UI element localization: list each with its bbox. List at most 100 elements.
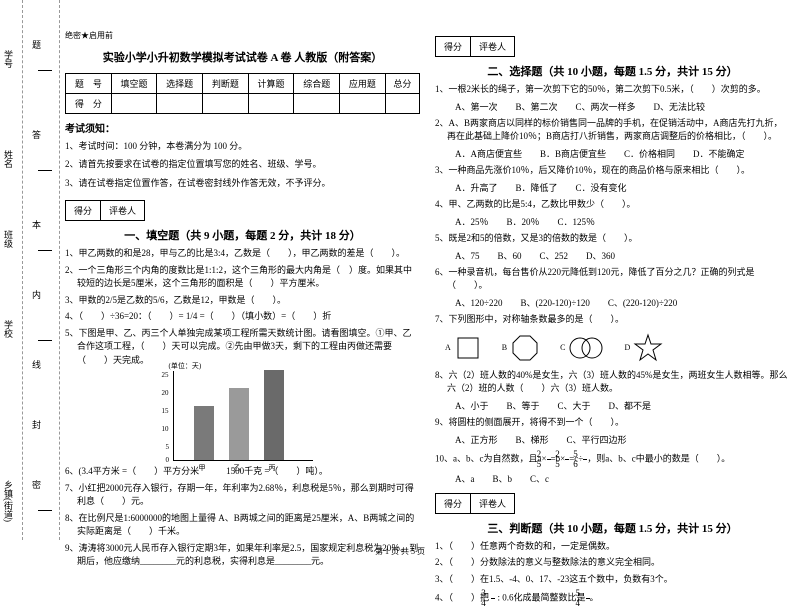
field-class: 班级 (2, 230, 15, 248)
seal-char: 密 (30, 480, 43, 489)
marker-box: 得分 评卷人 (65, 200, 145, 221)
s2q2o: A．A商店便宜些 B．B商店便宜些 C．价格相同 D．不能确定 (435, 147, 790, 161)
section2-title: 二、选择题（共 10 小题，每题 1.5 分，共计 15 分） (435, 63, 790, 79)
seal-char: 本 (30, 220, 43, 229)
s2q1: 1、一根2米长的绳子，第一次剪下它的50％，第二次剪下0.5米，（ ）次剪的多。 (435, 83, 790, 97)
bar-chart: (单位：天) 25 20 15 10 5 0 甲 乙 丙 (173, 371, 313, 461)
circles-icon (568, 335, 604, 361)
td (294, 94, 340, 114)
field-name: 姓名 (2, 150, 15, 168)
shape-c: C (560, 335, 604, 361)
shape-d: D (624, 333, 663, 363)
table-row: 题 号 填空题 选择题 判断题 计算题 综合题 应用题 总分 (66, 74, 420, 94)
marker-label: 评卷人 (471, 37, 514, 56)
seal-char: 答 (30, 130, 43, 139)
shape-a: A (445, 334, 482, 362)
field-town: 乡镇(街道) (2, 480, 15, 522)
notice-item: 2、请首先按要求在试卷的指定位置填写您的姓名、班级、学号。 (65, 157, 420, 171)
s2q9: 9、将圆柱的侧面展开，将得不到一个（ ）。 (435, 416, 790, 430)
field-school: 学校 (2, 320, 15, 338)
s2q4o: A．25％ B．20％ C．125％ (435, 215, 790, 229)
s2q10: 10、a、b、c为自然数，且a×25=b×25=c÷56，则a、b、c中最小的数… (435, 450, 790, 469)
th: 综合题 (294, 74, 340, 94)
q1: 1、甲乙两数的和是28，甲与乙的比是3:4，乙数是（ ），甲乙两数的差是（ ）。 (65, 247, 420, 261)
marker-label: 评卷人 (471, 494, 514, 513)
th: 应用题 (340, 74, 386, 94)
s2q10o: A、a B、b C、c (435, 472, 790, 486)
s2q8o: A、小于 B、等于 C、大于 D、都不是 (435, 399, 790, 413)
bar-jia (194, 406, 214, 460)
field-line (38, 70, 52, 71)
page-content: 绝密★启用前 实验小学小升初数学模拟考试试卷 A 卷 人教版（附答案） 题 号 … (65, 30, 795, 611)
chart-ylabel: (单位：天) (169, 361, 202, 371)
s2q2: 2、A、B两家商店以同样的标价销售同一品牌的手机，在促销活动中，A商店先打九折，… (435, 117, 790, 144)
seal-char: 内 (30, 290, 43, 299)
s2q8: 8、六（2）班人数的40%是女生，六（3）班人数的45%是女生，两班女生人数相等… (435, 369, 790, 396)
s2q3o: A．升高了 B．降低了 C．没有变化 (435, 181, 790, 195)
s2q3: 3、一种商品先涨价10％，后又降价10％，现在的商品价格与原来相比（ ）。 (435, 164, 790, 178)
right-column: 得分 评卷人 二、选择题（共 10 小题，每题 1.5 分，共计 15 分） 1… (435, 30, 790, 611)
seal-char: 封 (30, 420, 43, 429)
bar-bing (264, 370, 284, 460)
td (157, 94, 203, 114)
q3: 3、甲数的2/5是乙数的5/6，乙数是12，甲数是（ ）。 (65, 294, 420, 308)
score-table: 题 号 填空题 选择题 判断题 计算题 综合题 应用题 总分 得 分 (65, 73, 420, 114)
td (340, 94, 386, 114)
score-label: 得分 (436, 494, 471, 513)
s2q7: 7、下列图形中，对称轴条数最多的是（ ）。 (435, 313, 790, 327)
q2: 2、一个三角形三个内角的度数比是1:1:2，这个三角形的最大内角是（ ）度。如果… (65, 264, 420, 291)
star-icon (633, 333, 663, 363)
q5: 5、下图是甲、乙、丙三个人单独完成某项工程所需天数统计图。请看图填空。①甲、乙合… (65, 327, 420, 368)
th: 判断题 (203, 74, 249, 94)
s2q9o: A、正方形 B、梯形 C、平行四边形 (435, 433, 790, 447)
s2q5o: A、75 B、60 C、252 D、360 (435, 249, 790, 263)
score-label: 得分 (66, 201, 101, 220)
left-column: 绝密★启用前 实验小学小升初数学模拟考试试卷 A 卷 人教版（附答案） 题 号 … (65, 30, 420, 611)
marker-box: 得分 评卷人 (435, 493, 515, 514)
field-line (38, 340, 52, 341)
q4: 4、（ ）÷36=20：（ ）= 1/4 =（ ）（填小数）=（ ）折 (65, 310, 420, 324)
bar-yi (229, 388, 249, 460)
td: 得 分 (66, 94, 112, 114)
shape-options: A B C D (435, 333, 790, 363)
notice-title: 考试须知： (65, 120, 420, 135)
section1-title: 一、填空题（共 9 小题，每题 2 分，共计 18 分） (65, 227, 420, 243)
secret-label: 绝密★启用前 (65, 30, 420, 41)
seal-char: 线 (30, 360, 43, 369)
td (248, 94, 294, 114)
field-line (38, 510, 52, 511)
table-row: 得 分 (66, 94, 420, 114)
shape-b: B (502, 333, 540, 363)
marker-label: 评卷人 (101, 201, 144, 220)
octagon-icon (510, 333, 540, 363)
td (203, 94, 249, 114)
binding-margin: 学号 姓名 班级 学校 乡镇(街道) 题 答 本 内 线 封 密 (0, 0, 60, 540)
q8: 8、在比例尺是1:6000000的地图上量得 A、B两城之间的距离是25厘米，A… (65, 512, 420, 539)
s3q4: 4、（ ）把 34 : 0.6化成最简整数比是54。 (435, 589, 790, 608)
seal-char: 题 (30, 40, 43, 49)
section3-title: 三、判断题（共 10 小题，每题 1.5 分，共计 15 分） (435, 520, 790, 536)
s3q3: 3、（ ）在1.5、-4、0、17、-23这五个数中，负数有3个。 (435, 573, 790, 587)
score-label: 得分 (436, 37, 471, 56)
field-studentid: 学号 (2, 50, 15, 68)
paper-title: 实验小学小升初数学模拟考试试卷 A 卷 人教版（附答案） (65, 49, 420, 65)
s2q4: 4、甲、乙两数的比是5:4，乙数比甲数少（ ）。 (435, 198, 790, 212)
s2q1o: A、第一次 B、第二次 C、两次一样多 D、无法比较 (435, 100, 790, 114)
binding-inner-line (22, 0, 23, 540)
th: 选择题 (157, 74, 203, 94)
field-line (38, 170, 52, 171)
th: 填空题 (111, 74, 157, 94)
td (385, 94, 419, 114)
notice-item: 1、考试时间：100 分钟，本卷满分为 100 分。 (65, 139, 420, 153)
th: 计算题 (248, 74, 294, 94)
square-icon (454, 334, 482, 362)
td (111, 94, 157, 114)
s2q5: 5、既是2和5的倍数，又是3的倍数的数是（ ）。 (435, 232, 790, 246)
q6: 6、(3.4平方米 =（ ）平方分米 1500千克 =（ ）吨）。 (65, 465, 420, 479)
q7: 7、小红把2000元存入银行，存期一年，年利率为2.68％，利息税是5％，那么到… (65, 482, 420, 509)
th: 总分 (385, 74, 419, 94)
s2q6: 6、一种录音机，每台售价从220元降低到120元，降低了百分之几？正确的列式是（… (435, 266, 790, 293)
th: 题 号 (66, 74, 112, 94)
s2q6o: A、120÷220 B、(220-120)÷120 C、(220-120)÷22… (435, 296, 790, 310)
notice-item: 3、请在试卷指定位置作答，在试卷密封线外作答无效，不予评分。 (65, 176, 420, 190)
